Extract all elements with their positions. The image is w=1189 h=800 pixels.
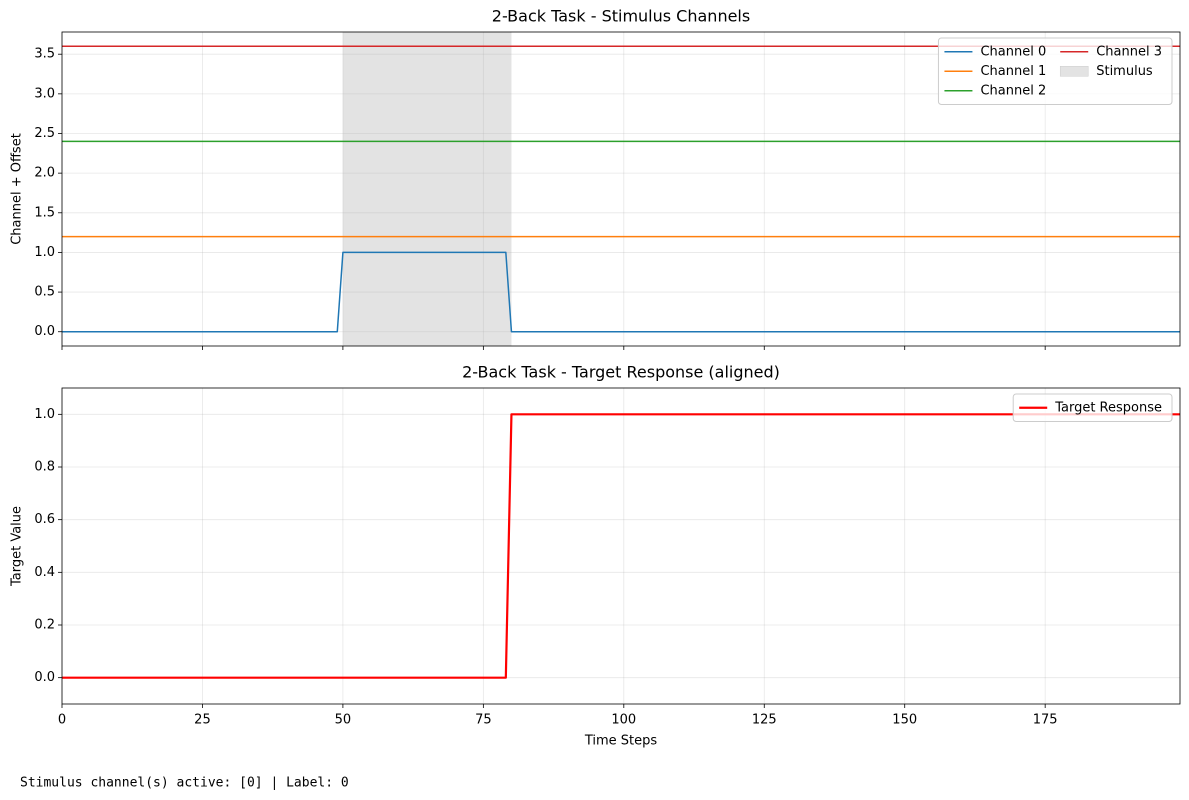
y-tick-label: 0.0	[34, 670, 55, 685]
y-axis-label: Target Value	[10, 506, 25, 587]
y-tick-label: 1.0	[34, 407, 55, 422]
legend-label: Channel 3	[1096, 44, 1162, 59]
legend-label: Stimulus	[1096, 64, 1153, 79]
legend-label: Channel 0	[980, 44, 1046, 59]
axes-frame	[61, 31, 1181, 347]
legend-label: Channel 1	[980, 64, 1046, 79]
y-axis-label: Channel + Offset	[10, 133, 25, 245]
x-axis-label: Time Steps	[584, 734, 658, 749]
plot-area	[62, 388, 1180, 704]
y-tick-label: 0.5	[34, 285, 55, 300]
y-tick-label: 2.0	[34, 166, 55, 181]
y-tick-label: 0.6	[34, 512, 55, 527]
axes-frame	[61, 387, 1181, 705]
y-tick-label: 0.0	[34, 324, 55, 339]
legend: Channel 0 Channel 1 Channel 2 Channel 3 Stim…	[937, 37, 1173, 105]
y-tick-label: 0.2	[34, 618, 55, 633]
y-tick-label: 3.0	[34, 86, 55, 101]
legend-label: Channel 2	[980, 83, 1046, 98]
legend-box	[1012, 393, 1173, 422]
y-tick-label: 3.5	[34, 47, 55, 62]
caption: Stimulus channel(s) active: [0] | Label:…	[20, 776, 349, 791]
x-tick-label: 50	[335, 713, 352, 728]
x-tick-label: 25	[194, 713, 211, 728]
chart-title: 2-Back Task - Stimulus Channels	[492, 7, 750, 26]
y-tick-label: 0.8	[34, 460, 55, 475]
x-tick-label: 150	[892, 713, 917, 728]
y-tick-label: 1.5	[34, 205, 55, 220]
legend-box	[937, 37, 1173, 105]
x-tick-label: 125	[752, 713, 777, 728]
series-line	[62, 413, 1180, 679]
x-tick-label: 75	[475, 713, 492, 728]
series-line	[62, 251, 1180, 333]
x-tick-label: 100	[611, 713, 636, 728]
x-tick-label: 0	[58, 713, 66, 728]
y-tick-label: 2.5	[34, 126, 55, 141]
x-tick-label: 175	[1033, 713, 1058, 728]
plot-area	[62, 32, 1180, 346]
legend: Target Response	[1012, 393, 1173, 422]
chart-title: 2-Back Task - Target Response (aligned)	[462, 363, 780, 382]
span	[342, 32, 512, 346]
y-tick-label: 0.4	[34, 565, 55, 580]
y-tick-label: 1.0	[34, 245, 55, 260]
legend-label: Target Response	[1054, 400, 1162, 415]
legend-swatch	[1059, 66, 1089, 77]
